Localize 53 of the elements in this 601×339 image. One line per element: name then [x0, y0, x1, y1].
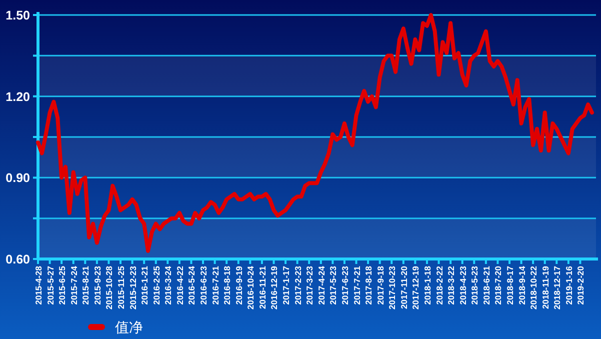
- x-tick-label: 2018-6-21: [481, 266, 492, 305]
- line-series: [36, 13, 594, 253]
- x-tick-label: 2015-6-25: [57, 266, 68, 305]
- x-tick-label: 2018-7-20: [493, 266, 504, 305]
- y-tick-label: 1.50: [6, 8, 30, 22]
- x-tick-label: 2017-2-23: [292, 266, 303, 305]
- y-tick-label: 1.20: [6, 90, 30, 104]
- x-tick-label: 2015-11-25: [116, 266, 126, 310]
- y-tick-label: 0.90: [6, 171, 30, 186]
- x-tick-label: 2016-6-23: [198, 266, 209, 305]
- x-tick-label: 2018-10-22: [528, 266, 539, 310]
- x-tick-label: 2018-9-14: [516, 266, 527, 305]
- x-tick-label: 2017-9-18: [375, 266, 386, 305]
- x-tick-label: 2018-1-18: [422, 266, 432, 305]
- x-tick-label: 2018-2-22: [434, 266, 444, 305]
- x-tick-label: 2017-3-23: [304, 266, 315, 305]
- x-tick-label: 2016-9-19: [234, 266, 244, 305]
- x-tick-label: 2016-11-21: [257, 266, 268, 310]
- x-tick-label: 2015-9-23: [92, 266, 102, 305]
- x-tick-label: 2017-8-18: [364, 266, 374, 305]
- x-tick-label: 2016-1-21: [140, 266, 150, 305]
- x-tick-label: 2018-12-17: [552, 266, 562, 310]
- x-tick-label: 2018-4-23: [458, 266, 468, 305]
- x-tick-label: 2016-2-25: [151, 266, 162, 305]
- x-tick-label: 2018-11-19: [540, 266, 550, 310]
- x-tick-label: 2017-12-19: [410, 266, 421, 310]
- x-tick-label: 2017-7-21: [352, 266, 362, 305]
- x-tick-label: 2015-12-23: [128, 266, 138, 310]
- x-tick-label: 2018-8-17: [504, 266, 515, 305]
- x-tick-label: 2015-5-27: [45, 266, 56, 305]
- x-tick-label: 2015-4-28: [34, 266, 44, 305]
- x-tick-label: 2018-5-23: [470, 266, 480, 305]
- x-tick-label: 2019-2-20: [576, 266, 586, 305]
- x-tick-label: 2016-7-21: [210, 266, 220, 305]
- x-tick-label: 2017-6-23: [340, 266, 350, 305]
- x-tick-label: 2015-8-21: [80, 266, 91, 305]
- x-tick-label: 2015-10-28: [104, 266, 114, 310]
- y-tick-label: 0.60: [6, 252, 30, 266]
- x-tick-label: 2015-7-24: [68, 266, 79, 305]
- x-tick-label: 2017-4-24: [316, 266, 326, 305]
- x-tick-label: 2018-3-22: [446, 266, 456, 305]
- x-tick-label: 2016-8-18: [222, 266, 232, 305]
- x-tick-label: 2019-1-16: [564, 266, 574, 305]
- x-tick-label: 2016-10-24: [246, 266, 256, 310]
- x-tick-label: 2017-5-23: [328, 266, 338, 305]
- x-tick-label: 2016-5-24: [186, 266, 197, 305]
- legend-label: 值净: [115, 319, 143, 335]
- x-tick-label: 2017-10-23: [387, 266, 398, 310]
- x-tick-label: 2017-11-20: [398, 266, 409, 310]
- x-tick-label: 2016-3-24: [163, 266, 174, 305]
- x-tick-label: 2016-12-19: [269, 266, 280, 310]
- x-tick-label: 2017-1-17: [281, 266, 292, 305]
- x-tick-label: 2016-4-22: [174, 266, 185, 305]
